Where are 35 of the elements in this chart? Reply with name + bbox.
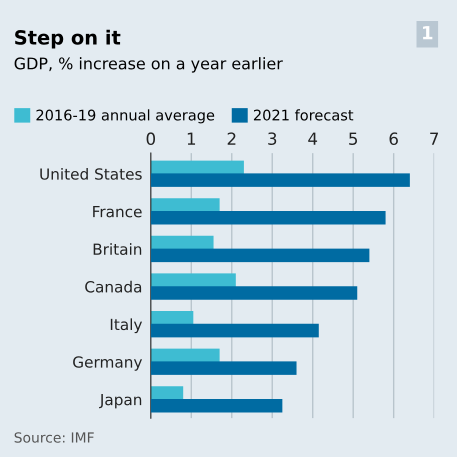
bar	[150, 286, 358, 300]
y-tick-label: Canada	[85, 280, 142, 293]
bar	[150, 248, 370, 262]
y-tick-label: France	[93, 206, 142, 218]
y-tick-label: Japan	[99, 394, 142, 408]
bar	[150, 160, 244, 174]
bar	[150, 236, 214, 250]
bar	[150, 273, 236, 287]
bar	[150, 361, 297, 375]
x-tick-label: 4	[308, 132, 318, 145]
source-note: Source: IMF	[14, 432, 94, 443]
x-tick-label: 1	[188, 132, 196, 145]
bar	[150, 173, 410, 187]
bar	[150, 398, 282, 413]
legend-label: 2021 forecast	[254, 109, 354, 121]
legend-label: 2016-19 annual average	[36, 109, 214, 124]
bar	[150, 198, 220, 212]
y-tick-label: Britain	[94, 243, 142, 255]
chart-subtitle: GDP, % increase on a year earlier	[14, 57, 283, 73]
x-tick-label: 7	[430, 132, 438, 145]
bar	[150, 311, 194, 325]
bar	[150, 386, 184, 400]
chart-title: Step on it	[15, 30, 120, 49]
y-tick-label: Germany	[73, 356, 142, 371]
x-tick-label: 6	[390, 132, 398, 146]
bar	[150, 348, 220, 362]
bar	[150, 210, 386, 225]
y-tick-label: United States	[40, 168, 142, 180]
y-tick-label: Italy	[110, 318, 142, 334]
text: 1	[423, 26, 432, 40]
x-tick-label: 5	[349, 132, 358, 146]
bar	[150, 324, 319, 338]
x-tick-label: 2	[228, 132, 236, 145]
x-tick-label: 3	[268, 132, 276, 146]
x-tick-label: 0	[146, 132, 156, 146]
